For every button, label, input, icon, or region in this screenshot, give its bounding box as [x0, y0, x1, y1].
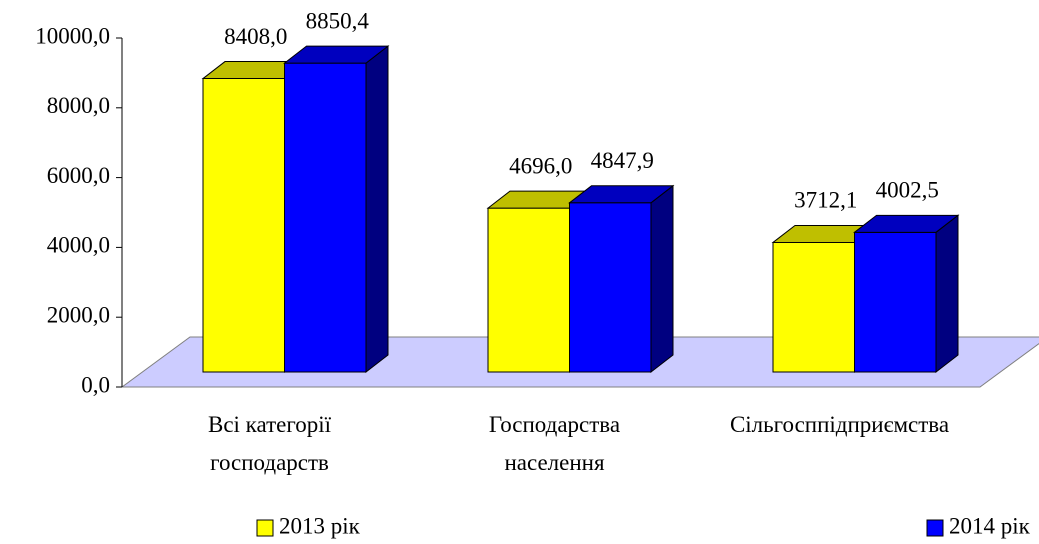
y-tick-label: 6000,0 [47, 163, 110, 188]
value-label: 8850,4 [306, 8, 370, 33]
bar-front [487, 207, 570, 373]
bar-side [365, 45, 389, 374]
legend-swatch [256, 519, 274, 537]
value-label: 4696,0 [509, 153, 572, 178]
bar-front [202, 78, 285, 373]
x-tick-label: Сільгосппідприємства [729, 412, 950, 437]
bar [283, 45, 390, 374]
value-label: 4847,9 [591, 148, 654, 173]
value-label: 4002,5 [876, 178, 939, 203]
bar [568, 184, 675, 374]
bar-top [283, 45, 390, 64]
bar-front [569, 202, 652, 373]
x-tick-label: Господарства населення [488, 412, 621, 475]
bar-top [853, 214, 960, 233]
legend-swatch [926, 519, 944, 537]
x-tick-label: Всі категорії господарств [207, 412, 332, 475]
bar-front [854, 231, 937, 373]
y-tick-label: 0,0 [81, 372, 110, 397]
y-tick-label: 8000,0 [47, 93, 110, 118]
y-tick-label: 10000,0 [35, 23, 110, 48]
y-tick-label: 2000,0 [47, 302, 110, 327]
value-label: 3712,1 [794, 188, 857, 213]
bar-front [772, 241, 855, 373]
bar-front [284, 62, 367, 373]
legend-label: 2013 рік [279, 513, 361, 538]
bar-side [935, 214, 959, 374]
y-tick-label: 4000,0 [47, 233, 110, 258]
bar [853, 214, 960, 374]
bar-side [650, 184, 674, 374]
value-label: 8408,0 [224, 24, 287, 49]
bar-top [568, 185, 675, 204]
legend-label: 2014 рік [949, 513, 1031, 538]
